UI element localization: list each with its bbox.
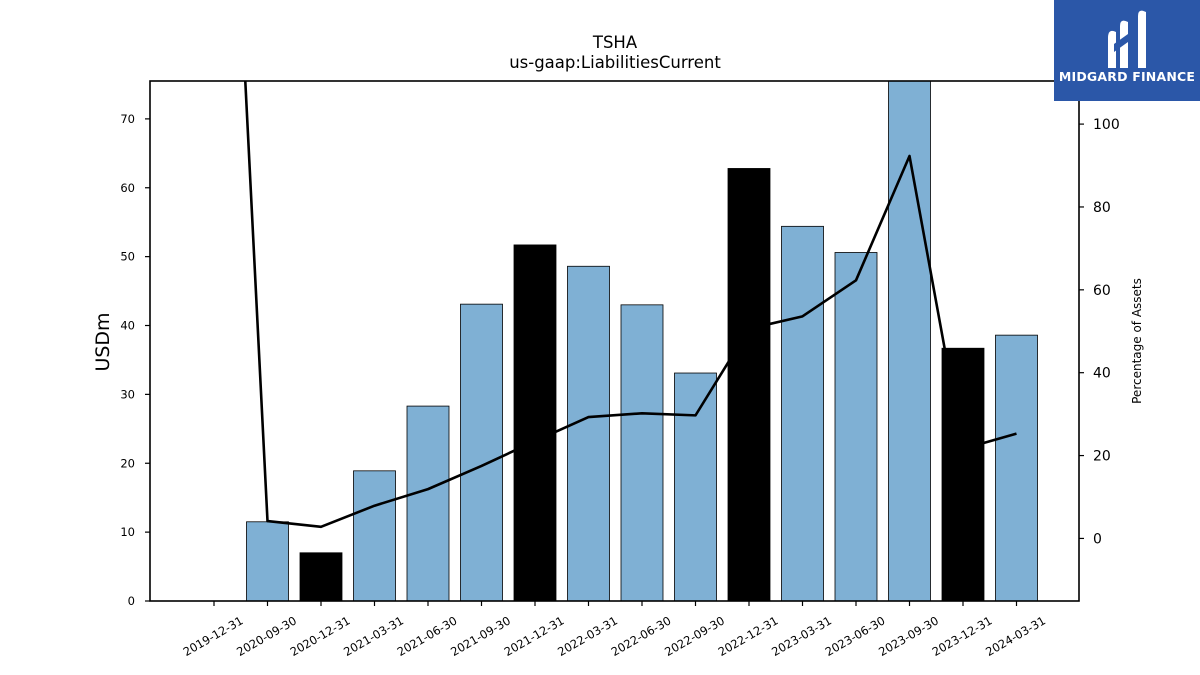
- x-tick-label: 2023-09-30: [876, 613, 941, 659]
- x-tick-label: 2021-12-31: [502, 613, 567, 659]
- bar: [460, 303, 503, 602]
- logo-mark-icon: [1108, 10, 1146, 69]
- y-tick-label: 40: [120, 319, 135, 333]
- bar: [834, 252, 878, 602]
- y2-axis-label: Percentage of Assets: [1130, 278, 1144, 404]
- bar: [941, 347, 985, 602]
- y2-tick-label: 100: [1093, 117, 1120, 133]
- y2-tick-label: 0: [1093, 531, 1102, 547]
- y2-tick-label: 20: [1093, 449, 1111, 465]
- x-tick-label: 2020-09-30: [234, 613, 299, 659]
- bar-group: [246, 80, 1038, 602]
- bar: [406, 405, 450, 602]
- x-tick-label: 2020-12-31: [288, 613, 353, 659]
- y-tick-label: 70: [120, 112, 135, 126]
- bar: [567, 265, 610, 602]
- bar: [888, 80, 931, 602]
- bar: [353, 470, 396, 602]
- x-tick-label: 2022-03-31: [555, 613, 620, 659]
- x-tick-label: 2022-06-30: [609, 613, 674, 659]
- line-layer: [243, 81, 1017, 529]
- bar: [620, 304, 664, 602]
- chart-title: TSHA: [592, 33, 638, 52]
- plot-frame: [149, 80, 1080, 602]
- y-tick-label: 60: [120, 181, 135, 195]
- bar: [727, 168, 771, 602]
- bar: [995, 334, 1038, 602]
- series-line: [243, 81, 1017, 529]
- y2-tick-label: 60: [1093, 283, 1111, 299]
- bar: [674, 372, 717, 602]
- logo-text: MIDGARD FINANCE: [1058, 69, 1196, 84]
- x-tick-label: 2023-06-30: [823, 613, 888, 659]
- chart-subtitle: us-gaap:LiabilitiesCurrent: [509, 53, 721, 72]
- x-tick-label: 2022-12-31: [716, 613, 781, 659]
- x-tick-label: 2022-09-30: [662, 613, 727, 659]
- x-tick-label: 2019-12-31: [181, 613, 246, 659]
- x-tick-label: 2023-12-31: [930, 613, 995, 659]
- y-tick-label: 20: [120, 456, 135, 470]
- y-tick-label: 50: [120, 250, 135, 264]
- y2-axis: 0 20 40 60 80 100: [1079, 117, 1120, 547]
- y-tick-label: 30: [120, 387, 135, 401]
- y-axis-label: USDm: [92, 312, 114, 371]
- x-tick-label: 2023-03-31: [769, 613, 834, 659]
- bar: [299, 552, 343, 602]
- y-axis: 0 10 20 30 40 50 60 70: [120, 112, 150, 608]
- x-tick-label: 2021-06-30: [395, 613, 460, 659]
- x-tick-label: 2024-03-31: [983, 613, 1048, 659]
- y2-tick-label: 40: [1093, 366, 1111, 382]
- bar: [781, 225, 824, 602]
- bar: [513, 244, 557, 602]
- x-tick-label: 2021-09-30: [448, 613, 513, 659]
- x-tick-label: 2021-03-31: [341, 613, 406, 659]
- y2-tick-label: 80: [1093, 200, 1111, 216]
- x-axis: 2019-12-312020-09-302020-12-312021-03-31…: [181, 601, 1048, 659]
- y-tick-label: 10: [120, 525, 135, 539]
- bar: [246, 521, 289, 602]
- y-tick-label: 0: [128, 594, 135, 608]
- brand-logo: MIDGARD FINANCE: [1054, 0, 1200, 101]
